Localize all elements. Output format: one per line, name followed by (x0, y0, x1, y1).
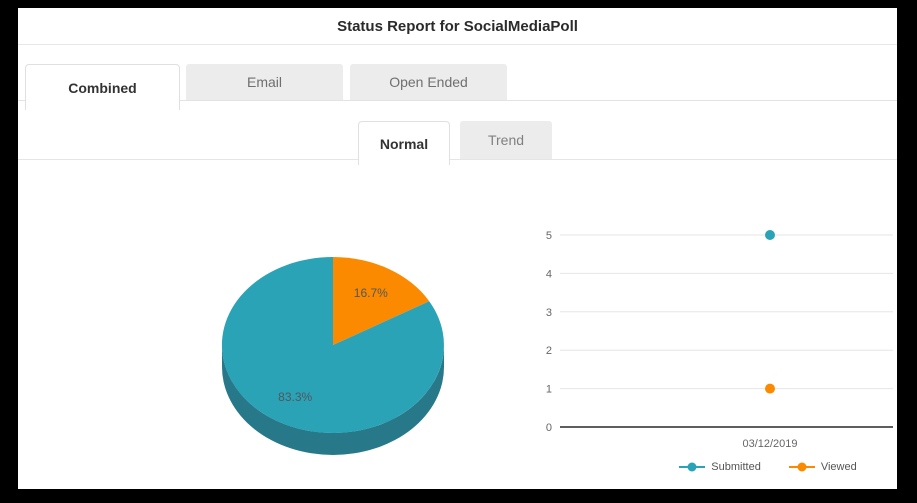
tab-bar-divider (18, 100, 897, 101)
pie-slice-submitted (221, 256, 444, 433)
legend-item-viewed[interactable]: Viewed (788, 461, 857, 473)
pie-slice-viewed (333, 257, 430, 345)
subtab-trend[interactable]: Trend (460, 121, 552, 159)
data-point-viewed (765, 383, 775, 394)
subtab-trend-label: Trend (487, 132, 525, 148)
tab-combined-label: Combined (68, 79, 137, 96)
subtab-bar-divider (18, 159, 897, 160)
tab-open-ended[interactable]: Open Ended (350, 64, 507, 100)
legend-marker-icon (679, 462, 706, 472)
y-tick-0: 0 (546, 422, 552, 434)
pie-label-viewed: 16.7% (354, 286, 388, 300)
tab-email[interactable]: Email (186, 64, 343, 100)
report-panel: Status Report for SocialMediaPoll Combin… (18, 8, 897, 489)
pie-3d-base (222, 345, 444, 455)
tab-open-ended-label: Open Ended (389, 74, 468, 90)
page-title: Status Report for SocialMediaPoll (337, 17, 578, 35)
scatter-chart: 0 1 2 3 4 5 03/12/2019 (546, 230, 893, 450)
legend-marker-icon (788, 462, 815, 472)
tab-email-label: Email (246, 74, 282, 90)
pie-label-submitted: 83.3% (278, 390, 312, 404)
y-tick-1: 1 (546, 384, 552, 396)
title-bar: Status Report for SocialMediaPoll (18, 8, 897, 45)
chart-legend: Submitted Viewed (638, 457, 898, 477)
subtab-normal[interactable]: Normal (358, 121, 450, 165)
legend-item-submitted[interactable]: Submitted (679, 461, 761, 473)
legend-label: Submitted (711, 461, 761, 473)
legend-label: Viewed (820, 461, 857, 473)
y-tick-2: 2 (546, 345, 552, 357)
data-point-submitted (765, 230, 775, 240)
tab-combined[interactable]: Combined (25, 64, 180, 110)
x-axis-category-label: 03/12/2019 (742, 438, 797, 450)
y-tick-3: 3 (546, 307, 552, 319)
pie-chart: 16.7% 83.3% (221, 256, 444, 455)
y-tick-5: 5 (546, 230, 552, 242)
y-tick-4: 4 (546, 268, 552, 280)
subtab-normal-label: Normal (379, 135, 429, 152)
